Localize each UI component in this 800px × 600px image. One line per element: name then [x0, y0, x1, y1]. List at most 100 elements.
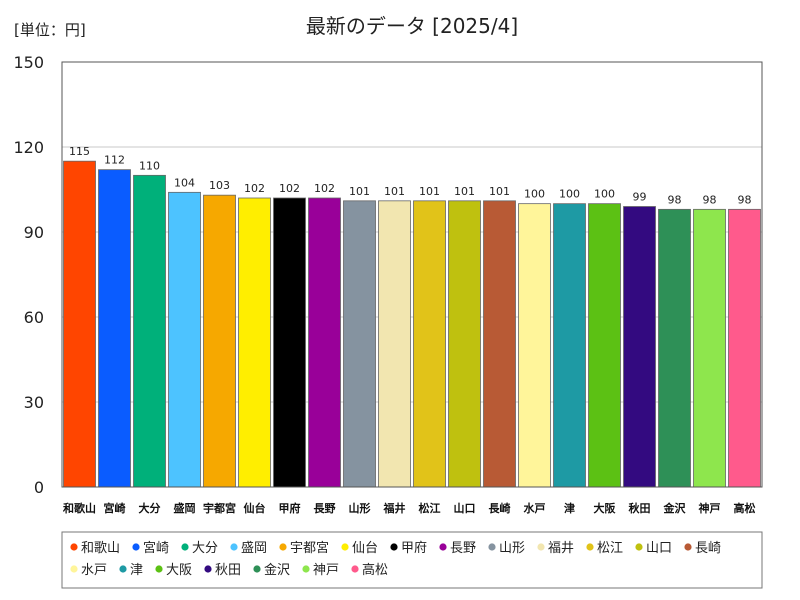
data-label: 103: [209, 179, 230, 192]
data-label: 100: [524, 188, 545, 201]
legend-label: 神戸: [313, 563, 339, 578]
legend-swatch: [684, 543, 692, 551]
data-label: 102: [279, 182, 300, 195]
data-label: 110: [139, 159, 160, 172]
legend-swatch: [586, 543, 594, 551]
legend-label: 長崎: [695, 541, 721, 556]
legend-swatch: [204, 565, 212, 573]
y-tick-label: 60: [24, 308, 44, 327]
legend-label: 宮崎: [143, 540, 169, 556]
x-tick-label: 盛岡: [174, 501, 196, 515]
bar: [203, 194, 236, 488]
legend-label: 盛岡: [241, 541, 267, 556]
x-tick-label: 神戸: [699, 501, 721, 515]
bar: [518, 203, 551, 488]
data-label: 99: [633, 191, 647, 204]
x-tick-label: 津: [564, 501, 575, 515]
data-label: 104: [174, 176, 195, 189]
legend-swatch: [488, 543, 496, 551]
x-tick-label: 長崎: [489, 501, 511, 515]
bar: [168, 191, 201, 488]
x-tick-label: 松江: [419, 501, 441, 515]
x-axis-ticks: 和歌山 宮崎 大分 盛岡 宇都宮 仙台 甲府 長野 山形 福井 松江 山口 長崎 水戸 津 大阪 秋田 金沢 神戸高…: [63, 501, 756, 515]
legend-label: 秋田: [215, 563, 241, 578]
bar: [273, 197, 306, 488]
legend-swatch: [70, 565, 78, 573]
plot-frame: [61, 61, 763, 488]
data-label: 100: [594, 188, 615, 201]
x-tick-label: 宇都宮: [203, 501, 236, 515]
x-tick-label: 仙台: [244, 501, 266, 515]
legend-swatch: [351, 565, 359, 573]
legend-label: 大阪: [166, 563, 192, 578]
bar: [63, 160, 96, 488]
bar: [553, 203, 586, 488]
unit-label: [単位：円]: [14, 21, 86, 39]
x-tick-label: 大阪: [594, 501, 617, 515]
legend-swatch: [70, 543, 78, 551]
x-tick-label: 金沢: [663, 501, 687, 515]
bar: [238, 197, 271, 488]
legend-swatch: [132, 543, 140, 551]
x-tick-label: 高松: [734, 501, 756, 515]
data-label: 101: [454, 185, 475, 198]
data-label: 112: [104, 154, 125, 167]
x-tick-label: 長野: [314, 502, 336, 515]
x-tick-label: 大分: [139, 501, 161, 515]
data-label: 98: [668, 193, 682, 206]
x-tick-label: 甲府: [279, 501, 301, 515]
x-tick-label: 宮崎: [104, 501, 126, 515]
legend-label: 津: [130, 563, 143, 578]
legend-swatch: [230, 543, 238, 551]
data-label: 98: [738, 193, 752, 206]
y-axis-ticks: 0 30 60 90 120 150: [13, 53, 44, 497]
data-label: 101: [349, 185, 370, 198]
y-tick-label: 90: [24, 223, 44, 242]
bar-series: [63, 160, 761, 488]
data-label: 98: [703, 193, 717, 206]
legend-swatch: [341, 543, 349, 551]
legend-label: 長野: [450, 541, 476, 556]
data-label: 101: [384, 185, 405, 198]
data-label: 100: [559, 188, 580, 201]
x-tick-label: 福井: [383, 501, 406, 515]
bar: [343, 200, 376, 488]
x-tick-label: 山口: [454, 501, 476, 515]
legend-swatch: [181, 543, 189, 551]
data-label: 101: [419, 185, 440, 198]
legend-label: 大分: [192, 541, 218, 556]
legend-swatch: [119, 565, 127, 573]
y-tick-label: 30: [24, 393, 44, 412]
x-tick-label: 水戸: [524, 501, 546, 515]
y-tick-label: 0: [34, 478, 44, 497]
bar: [588, 203, 621, 488]
data-label: 102: [244, 182, 265, 195]
data-label: 101: [489, 185, 510, 198]
legend-label: 山口: [646, 541, 672, 556]
data-label: 102: [314, 182, 335, 195]
bar: [448, 200, 481, 488]
bar: [98, 169, 131, 488]
bar: [308, 197, 341, 488]
bar: [413, 200, 446, 488]
legend-swatch: [537, 543, 545, 551]
legend-label: 山形: [499, 541, 525, 556]
legend-label: 水戸: [81, 563, 107, 578]
bar: [483, 200, 516, 488]
legend-swatch: [439, 543, 447, 551]
bar: [133, 174, 166, 488]
data-label: 115: [69, 145, 90, 158]
legend-label: 和歌山: [81, 541, 120, 556]
legend-swatch: [390, 543, 398, 551]
legend-swatch: [302, 565, 310, 573]
y-tick-label: 120: [13, 138, 44, 157]
x-tick-label: 秋田: [629, 501, 651, 515]
legend-label: 宇都宮: [290, 540, 329, 556]
x-tick-label: 和歌山: [63, 501, 96, 515]
x-tick-label: 山形: [349, 501, 371, 515]
legend-label: 松江: [597, 541, 623, 556]
bar: [658, 208, 691, 488]
bar: [728, 208, 761, 488]
